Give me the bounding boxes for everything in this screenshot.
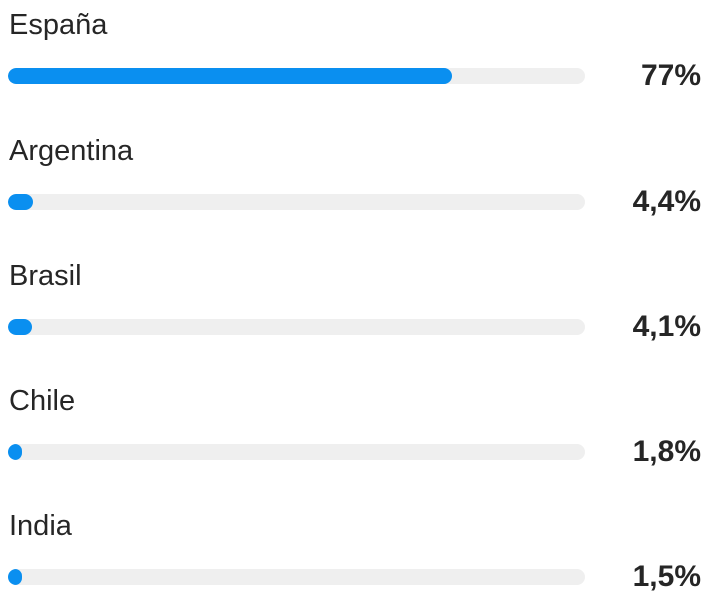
country-row-argentina: Argentina 4,4% — [0, 126, 707, 226]
progress-fill — [8, 444, 22, 460]
country-percent: 1,8% — [632, 435, 701, 468]
country-percent: 1,5% — [632, 560, 701, 593]
progress-track — [8, 319, 585, 335]
country-name: Chile — [9, 385, 76, 417]
progress-track — [8, 194, 585, 210]
country-name: Argentina — [9, 135, 134, 167]
country-name: India — [9, 510, 72, 542]
progress-fill — [8, 569, 22, 585]
country-row-espana: España 77% — [0, 0, 707, 100]
country-name: España — [9, 9, 108, 41]
progress-fill — [8, 194, 34, 210]
progress-fill — [8, 68, 453, 84]
progress-track — [8, 444, 585, 460]
country-row-brasil: Brasil 4,1% — [0, 251, 707, 351]
country-row-chile: Chile 1,8% — [0, 376, 707, 476]
country-percent: 77% — [640, 59, 701, 92]
progress-track — [8, 569, 585, 585]
progress-fill — [8, 319, 32, 335]
country-row-india: India 1,5% — [0, 501, 707, 601]
country-name: Brasil — [9, 260, 82, 292]
country-percent: 4,1% — [632, 310, 701, 343]
progress-track — [8, 68, 585, 84]
country-percent: 4,4% — [632, 185, 701, 218]
